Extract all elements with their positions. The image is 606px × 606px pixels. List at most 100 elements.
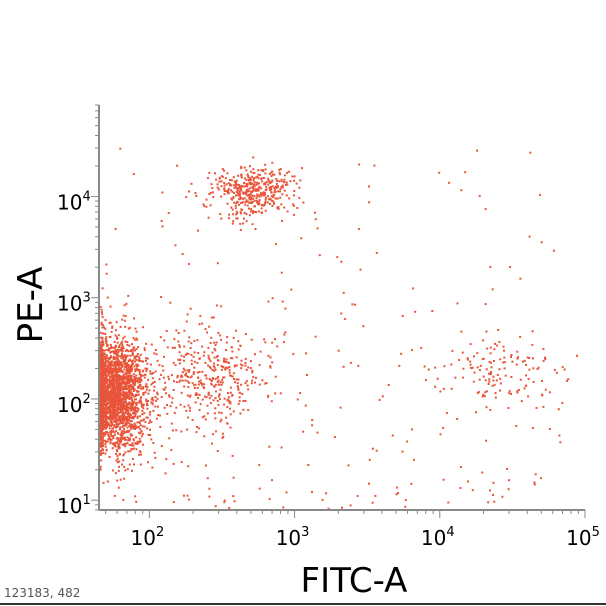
data-point [132,402,135,405]
data-point [102,343,105,346]
data-point [240,383,243,386]
data-point [121,343,124,346]
data-point [114,415,117,418]
data-point [152,409,155,412]
data-point [233,180,236,183]
data-point [375,251,378,254]
data-point [226,335,229,338]
data-point [135,402,138,405]
data-point [336,256,339,259]
data-point [178,380,181,383]
data-point [100,424,103,427]
data-point [103,414,105,417]
data-point [210,383,213,386]
data-point [128,359,130,362]
data-point [122,358,125,361]
data-point [327,507,330,510]
data-point [145,400,148,403]
data-point [483,395,486,398]
data-point [127,377,130,380]
data-point [316,227,319,230]
data-point [119,392,122,395]
data-point [192,371,195,374]
data-point [104,357,107,359]
data-point [103,326,105,329]
data-point [217,383,220,386]
data-point [102,324,105,327]
data-point [311,424,314,427]
data-point [142,407,145,410]
data-point [101,367,104,370]
data-point [227,392,229,395]
data-point [222,435,225,438]
data-point [120,392,123,395]
data-point [135,377,138,380]
data-point [115,448,118,451]
data-point [110,395,113,398]
data-point [120,403,122,406]
data-point [150,372,153,375]
data-point [172,361,175,364]
data-point [119,478,122,481]
data-point [104,319,107,322]
data-point [191,382,194,385]
data-point [193,339,196,342]
data-point [302,430,305,433]
data-point [473,371,476,374]
data-point [133,463,135,466]
data-point [171,401,174,404]
data-point [114,356,117,359]
data-point [107,391,110,394]
data-point [197,229,199,232]
data-point [115,384,118,387]
data-point [188,336,191,339]
data-point [106,422,109,425]
data-point [133,375,136,378]
data-point [113,397,116,400]
data-point [124,411,127,414]
data-point [121,430,124,432]
data-point [105,367,108,370]
data-point [223,169,225,172]
data-point [198,409,201,412]
data-point [145,342,148,345]
data-point [105,385,108,388]
data-point [158,364,161,367]
data-point [489,352,492,355]
data-point [100,336,103,339]
data-point [223,499,226,502]
data-point [493,500,496,503]
data-point [187,376,190,378]
data-point [183,385,186,388]
x-tick-label: 102 [130,525,164,550]
data-point [122,337,124,340]
data-point [122,377,124,380]
data-point [126,375,129,378]
data-point [111,388,114,391]
data-point [246,194,249,197]
data-point [259,350,262,353]
data-point [154,456,157,459]
data-point [132,359,135,362]
data-point [136,417,139,419]
data-point [233,187,236,189]
data-point [115,368,118,371]
data-point [205,396,208,399]
data-point [221,378,224,381]
data-point [434,385,437,388]
data-point [231,208,234,211]
data-point [116,362,119,365]
data-point [213,341,216,344]
data-point [262,191,265,194]
data-point [285,181,288,184]
data-point [445,412,448,415]
data-point [160,445,163,447]
data-point [102,481,105,484]
data-point [123,395,126,398]
data-point [222,376,224,379]
data-point [238,192,241,195]
data-point [102,432,105,435]
data-point [237,386,240,389]
data-point [283,341,286,344]
data-point [239,196,242,198]
